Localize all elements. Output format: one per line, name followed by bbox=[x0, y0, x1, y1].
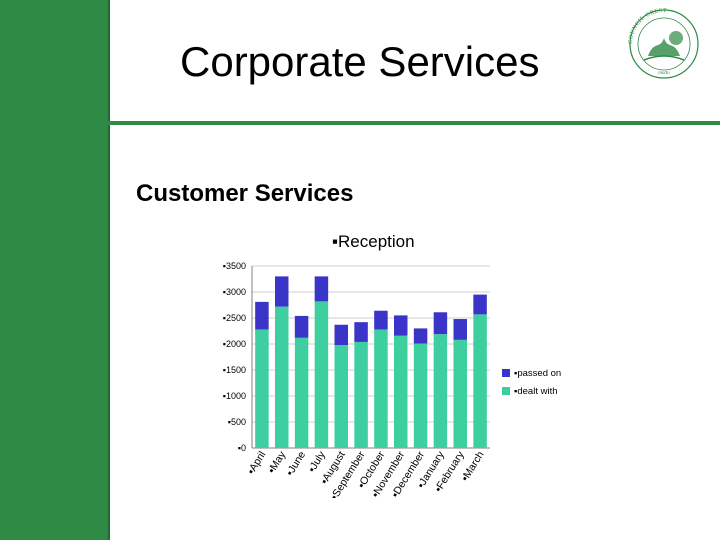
slide-title: Corporate Services bbox=[180, 38, 540, 85]
legend-label-passed-on: ▪passed on bbox=[514, 367, 562, 379]
bar-dealt-with bbox=[453, 339, 467, 448]
bar-dealt-with bbox=[394, 335, 408, 448]
bar-dealt-with bbox=[374, 329, 388, 448]
y-tick-label: ▪2000 bbox=[223, 339, 246, 349]
bar-dealt-with bbox=[433, 334, 448, 448]
x-tick-label: ▪April bbox=[245, 449, 268, 476]
bar-dealt-with bbox=[275, 306, 289, 448]
bar-passed-on bbox=[354, 322, 368, 342]
bar-passed-on bbox=[453, 319, 467, 340]
bar-passed-on bbox=[314, 276, 329, 302]
side-bar bbox=[0, 0, 108, 540]
svg-text:COUNCIL CREST: COUNCIL CREST bbox=[628, 8, 667, 44]
x-tick-label: ▪June bbox=[284, 449, 308, 478]
bar-dealt-with bbox=[473, 314, 487, 448]
title-divider bbox=[108, 121, 720, 125]
bar-dealt-with bbox=[354, 341, 368, 448]
legend-label-dealt-with: ▪dealt with bbox=[514, 385, 558, 397]
reception-bar-chart: ▪0 ▪500 ▪1000 ▪1500 ▪2000 ▪2500 ▪3000 ▪3500 ▪Apr… bbox=[223, 261, 490, 498]
legend-item-dealt-with: ▪dealt with bbox=[502, 382, 561, 400]
bar-passed-on bbox=[255, 301, 269, 330]
bar-dealt-with bbox=[255, 329, 269, 448]
legend-swatch-passed-on bbox=[502, 369, 510, 377]
bar-passed-on bbox=[294, 315, 309, 338]
bar-passed-on bbox=[374, 310, 388, 330]
legend-swatch-dealt-with bbox=[502, 387, 510, 395]
y-tick-label: ▪0 bbox=[238, 443, 246, 453]
y-tick-label: ▪1500 bbox=[223, 365, 246, 375]
council-logo: COUNCIL CREST motto bbox=[628, 8, 699, 79]
y-tick-label: ▪500 bbox=[228, 417, 246, 427]
y-tick-label: ▪2500 bbox=[223, 313, 246, 323]
bar-dealt-with bbox=[413, 343, 428, 448]
bar-passed-on bbox=[473, 294, 487, 315]
bar-dealt-with bbox=[294, 337, 309, 448]
svg-text:motto: motto bbox=[658, 71, 670, 76]
chart-legend: ▪passed on ▪dealt with bbox=[502, 364, 561, 400]
bar-passed-on bbox=[275, 276, 289, 307]
legend-item-passed-on: ▪passed on bbox=[502, 364, 561, 382]
bar-dealt-with bbox=[314, 301, 329, 448]
chart-title: ▪Reception bbox=[332, 232, 415, 251]
y-tick-label: ▪1000 bbox=[223, 391, 246, 401]
bar-passed-on bbox=[394, 315, 408, 336]
bar-passed-on bbox=[413, 328, 428, 344]
side-bar-edge bbox=[108, 0, 110, 540]
y-tick-label: ▪3000 bbox=[223, 287, 246, 297]
bar-dealt-with bbox=[334, 345, 348, 448]
y-tick-label: ▪3500 bbox=[223, 261, 246, 271]
section-heading: Customer Services bbox=[136, 180, 354, 207]
bar-passed-on bbox=[433, 312, 448, 335]
bar-passed-on bbox=[334, 324, 348, 346]
